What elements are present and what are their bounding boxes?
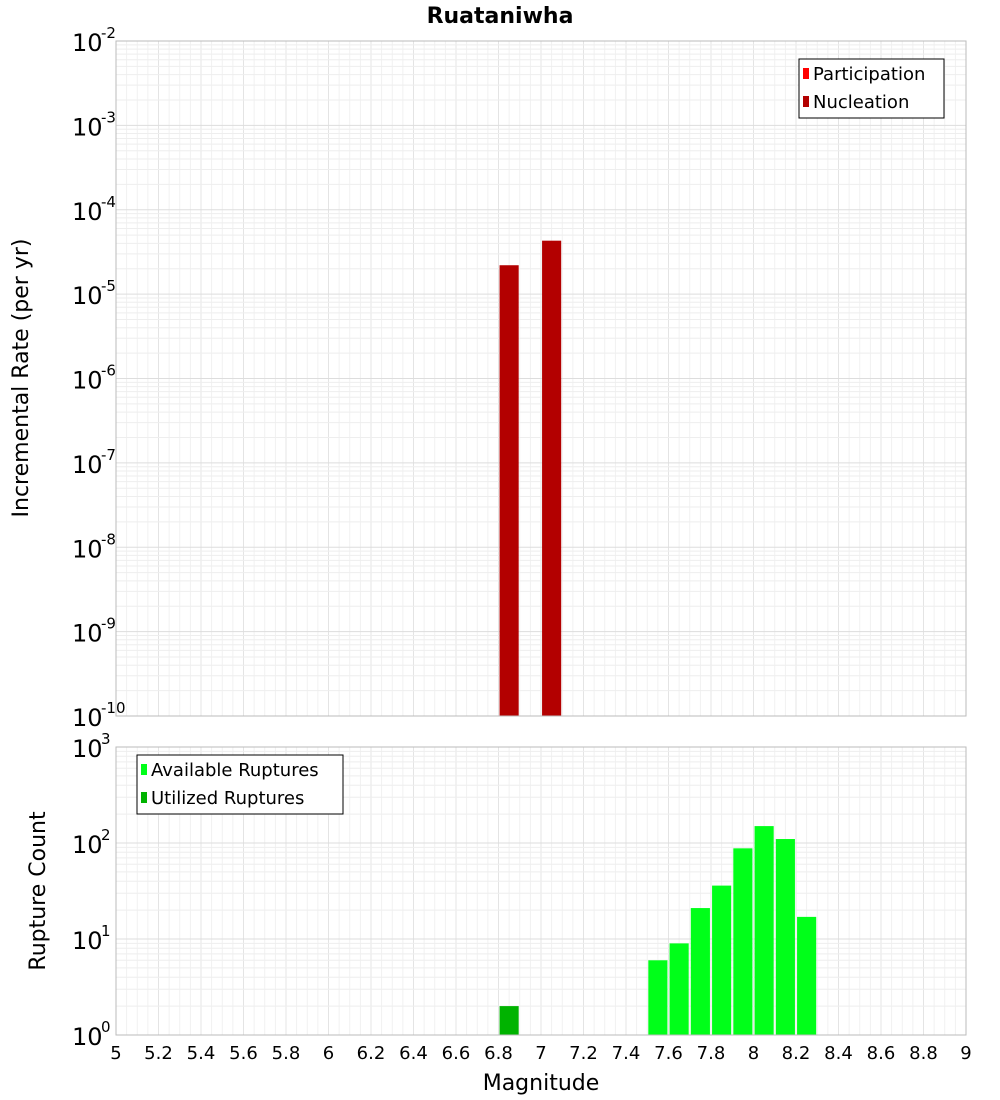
legend-label-nucleation: Nucleation	[813, 92, 909, 113]
x-tick-label: 9	[960, 1043, 971, 1064]
top-bars	[499, 240, 562, 717]
x-tick-label: 8.6	[867, 1043, 896, 1064]
legend-swatch-utilized-ruptures	[141, 792, 147, 803]
bottom-bar-available-ruptures	[669, 943, 689, 1035]
legend-swatch-nucleation	[803, 96, 809, 107]
y-tick-label: 10	[72, 535, 103, 563]
x-tick-label: 6	[323, 1043, 334, 1064]
x-tick-label: 7.8	[697, 1043, 726, 1064]
x-tick-label: 8.4	[824, 1043, 853, 1064]
bottom-bar-available-ruptures	[712, 885, 732, 1035]
y-tick-exponent: -7	[101, 446, 116, 464]
y-tick-label: 10	[72, 113, 103, 141]
bottom-bar-available-ruptures	[733, 848, 753, 1035]
x-tick-label: 7.2	[569, 1043, 598, 1064]
x-tick-labels: 5 5.2 5.4 5.6 5.8 6 6.2 6.4 6.6 6.8 7 7.2 7.4 7.6 7.8 8…	[110, 1043, 971, 1064]
x-tick-label: 5.6	[229, 1043, 258, 1064]
y-tick-label: 10	[72, 735, 103, 763]
y-tick-exponent: -10	[101, 699, 126, 717]
x-tick-label: 7.6	[654, 1043, 683, 1064]
top-legend-box	[798, 58, 945, 119]
chart-title: Ruataniwha	[427, 4, 574, 29]
y-tick-exponent: -8	[101, 530, 116, 548]
y-tick-label: 10	[72, 282, 103, 310]
y-tick-label: 10	[72, 29, 103, 57]
bottom-legend: Available Ruptures Utilized Ruptures	[136, 754, 344, 815]
y-tick-exponent: 0	[101, 1018, 111, 1036]
y-tick-label: 10	[72, 927, 103, 955]
y-tick-label: 10	[72, 831, 103, 859]
top-y-axis-label: Incremental Rate (per yr)	[9, 239, 34, 518]
x-tick-label: 6.4	[399, 1043, 428, 1064]
bottom-grid	[115, 747, 967, 1036]
bottom-bars	[499, 826, 817, 1035]
top-legend: Participation Nucleation	[798, 58, 945, 119]
legend-swatch-available-ruptures	[141, 764, 147, 775]
x-tick-label: 7.4	[612, 1043, 641, 1064]
y-tick-exponent: 3	[101, 730, 111, 748]
bottom-y-axis-label: Rupture Count	[26, 811, 51, 971]
x-tick-label: 6.6	[442, 1043, 471, 1064]
bottom-bar-available-ruptures	[775, 839, 795, 1035]
y-tick-exponent: -3	[101, 108, 116, 126]
x-tick-label: 7	[535, 1043, 546, 1064]
y-tick-label: 10	[72, 704, 103, 732]
y-tick-exponent: -2	[101, 24, 116, 42]
x-tick-label: 5.4	[187, 1043, 216, 1064]
x-tick-label: 8.8	[909, 1043, 938, 1064]
y-tick-exponent: 1	[101, 922, 111, 940]
bottom-bar-available-ruptures	[690, 908, 710, 1035]
y-tick-exponent: -5	[101, 277, 116, 295]
x-axis-label: Magnitude	[483, 1071, 600, 1096]
x-tick-label: 6.2	[357, 1043, 386, 1064]
top-grid	[115, 41, 967, 717]
bottom-legend-box	[136, 754, 344, 815]
y-tick-exponent: -6	[101, 362, 116, 380]
top-bar-nucleation	[499, 265, 519, 716]
bottom-bar-available-ruptures	[648, 960, 668, 1035]
x-tick-label: 8.2	[782, 1043, 811, 1064]
x-tick-label: 5.8	[272, 1043, 301, 1064]
y-tick-label: 10	[72, 367, 103, 395]
x-tick-label: 8	[748, 1043, 759, 1064]
bottom-bar-utilized-ruptures	[499, 1006, 519, 1035]
y-tick-label: 10	[72, 620, 103, 648]
x-tick-label: 5.2	[144, 1043, 173, 1064]
top-bar-nucleation	[542, 240, 562, 717]
legend-label-participation: Participation	[813, 64, 925, 85]
y-tick-exponent: -4	[101, 193, 116, 211]
top-plot-border	[115, 40, 967, 717]
y-tick-label: 10	[72, 1023, 103, 1051]
y-tick-exponent: -9	[101, 615, 116, 633]
bottom-bar-available-ruptures	[797, 916, 817, 1035]
x-tick-label: 5	[110, 1043, 121, 1064]
bottom-plot-border	[115, 746, 967, 1036]
legend-label-available-ruptures: Available Ruptures	[151, 760, 319, 781]
y-tick-label: 10	[72, 451, 103, 479]
y-tick-exponent: 2	[101, 826, 111, 844]
bottom-bar-available-ruptures	[754, 826, 774, 1035]
x-tick-label: 6.8	[484, 1043, 513, 1064]
y-tick-label: 10	[72, 198, 103, 226]
legend-label-utilized-ruptures: Utilized Ruptures	[151, 788, 304, 809]
legend-swatch-participation	[803, 68, 809, 79]
